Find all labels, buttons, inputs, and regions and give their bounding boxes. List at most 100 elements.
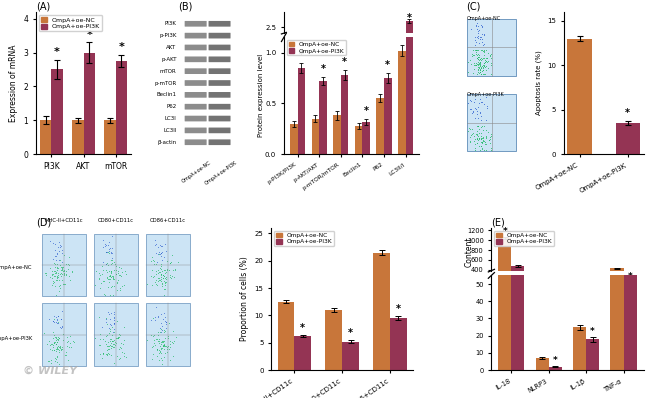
Bar	[298, 77, 305, 103]
Point	[621, 6, 632, 13]
Bar	[319, 81, 327, 103]
Text: *: *	[320, 64, 326, 74]
Point	[294, 194, 304, 200]
Bar	[610, 268, 623, 289]
Text: AKT: AKT	[166, 45, 177, 50]
Bar	[384, 80, 391, 103]
Bar	[342, 342, 359, 370]
Point	[333, 78, 344, 84]
Bar	[499, 238, 512, 289]
Point	[268, 4, 279, 11]
FancyBboxPatch shape	[209, 68, 231, 74]
Text: OmpA+oe-NC: OmpA+oe-NC	[0, 265, 32, 270]
Point	[281, 36, 291, 43]
Text: *: *	[363, 106, 369, 116]
Point	[220, 215, 230, 222]
Point	[626, 6, 636, 12]
Point	[332, 85, 342, 92]
Point	[267, 70, 278, 76]
Bar	[616, 123, 640, 154]
Text: OmpA+oe-PI3K: OmpA+oe-PI3K	[0, 336, 32, 341]
Point	[340, 113, 350, 119]
Text: Beclin1: Beclin1	[157, 92, 177, 98]
FancyBboxPatch shape	[185, 104, 207, 109]
Point	[614, 41, 625, 47]
Point	[317, 8, 328, 14]
Point	[573, 23, 584, 29]
FancyBboxPatch shape	[209, 45, 231, 50]
FancyBboxPatch shape	[185, 127, 207, 133]
Point	[321, 244, 332, 251]
Legend: OmpA+oe-NC, OmpA+oe-PI3K: OmpA+oe-NC, OmpA+oe-PI3K	[494, 231, 554, 246]
Bar	[355, 94, 362, 103]
Point	[408, 86, 418, 92]
Text: OmpA+oe-NC: OmpA+oe-NC	[467, 16, 501, 21]
Text: LC3I: LC3I	[164, 116, 177, 121]
Text: *: *	[590, 327, 595, 336]
Legend: OmpA+oe-NC, OmpA+oe-PI3K: OmpA+oe-NC, OmpA+oe-PI3K	[287, 40, 346, 55]
Bar	[355, 126, 362, 154]
Bar	[290, 124, 298, 154]
FancyBboxPatch shape	[185, 80, 207, 86]
Point	[420, 49, 430, 56]
FancyBboxPatch shape	[209, 92, 231, 98]
Point	[231, 217, 242, 224]
Bar	[40, 120, 51, 154]
Text: p-PI3K: p-PI3K	[159, 33, 177, 38]
FancyBboxPatch shape	[209, 139, 231, 145]
Bar	[390, 318, 407, 370]
Point	[216, 59, 226, 65]
FancyBboxPatch shape	[209, 104, 231, 109]
Point	[404, 204, 415, 210]
Text: *: *	[299, 50, 304, 60]
FancyBboxPatch shape	[185, 139, 207, 145]
Y-axis label: Proportion of cells (%): Proportion of cells (%)	[240, 257, 249, 341]
Point	[258, 62, 268, 69]
Bar	[499, 0, 512, 370]
Point	[311, 11, 321, 18]
Bar	[398, 51, 406, 154]
Text: *: *	[348, 328, 353, 338]
Bar	[536, 358, 549, 370]
Bar	[319, 81, 327, 154]
Y-axis label: Content: Content	[465, 236, 474, 267]
Point	[350, 105, 361, 111]
Point	[304, 87, 314, 94]
Point	[357, 18, 367, 24]
Bar	[573, 327, 586, 370]
Point	[429, 83, 439, 90]
Text: *: *	[407, 14, 412, 23]
Bar	[311, 119, 319, 154]
Text: CD86+CD11c: CD86+CD11c	[150, 219, 186, 223]
Point	[306, 11, 317, 18]
Text: p-mTOR: p-mTOR	[154, 80, 177, 86]
Bar	[586, 339, 599, 370]
Bar	[623, 283, 636, 289]
Point	[454, 41, 464, 47]
Text: P62: P62	[166, 104, 177, 109]
Bar	[610, 0, 623, 370]
Text: OmpA+oe-PI3K: OmpA+oe-PI3K	[467, 92, 504, 97]
Point	[283, 0, 294, 4]
Bar	[398, 72, 406, 103]
Bar	[376, 86, 384, 103]
Point	[257, 117, 268, 123]
Point	[335, 105, 345, 111]
Y-axis label: Protein expression level: Protein expression level	[257, 54, 264, 137]
Point	[333, 94, 343, 100]
Point	[313, 25, 324, 31]
Point	[575, 41, 585, 47]
Y-axis label: Expression of mRNA: Expression of mRNA	[8, 44, 18, 122]
Point	[389, 42, 400, 48]
Text: *: *	[118, 42, 124, 52]
Point	[289, 60, 300, 67]
FancyBboxPatch shape	[185, 21, 207, 27]
Point	[295, 0, 306, 4]
FancyBboxPatch shape	[209, 33, 231, 39]
Bar	[406, 0, 413, 154]
Point	[252, 228, 262, 234]
Point	[320, 85, 330, 92]
Point	[632, 36, 642, 42]
Point	[400, 28, 411, 34]
FancyBboxPatch shape	[185, 45, 207, 50]
